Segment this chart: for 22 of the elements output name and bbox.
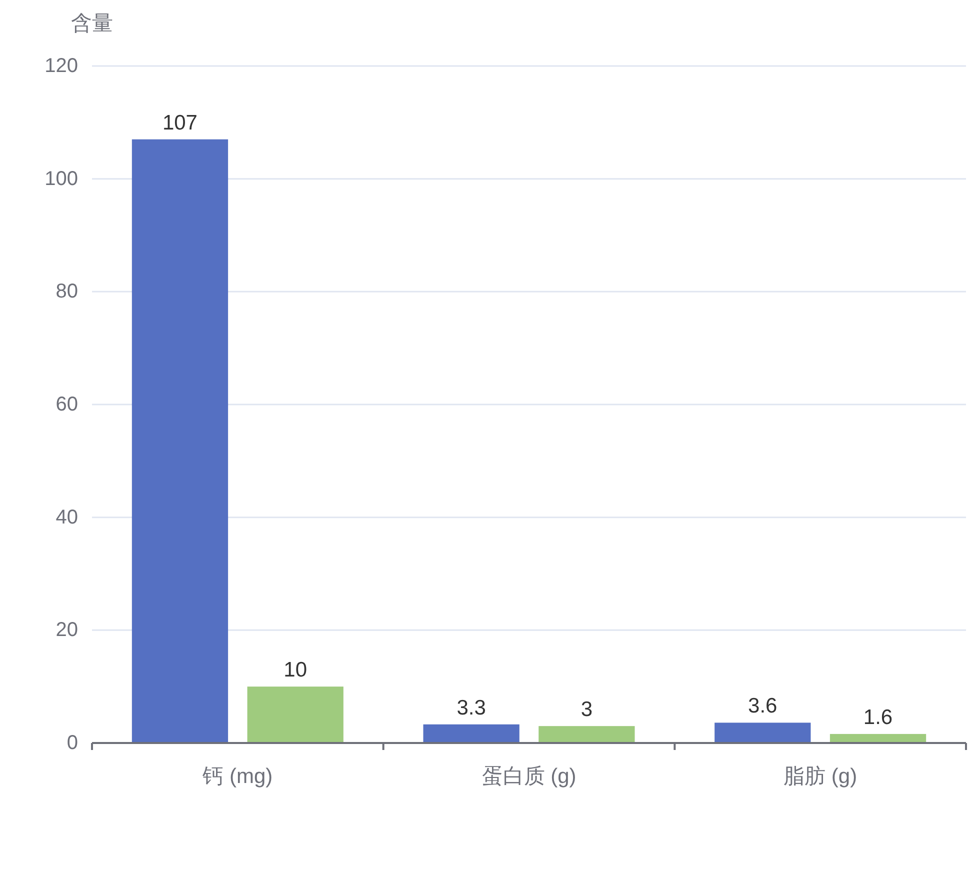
x-tick-label: 脂肪 (g) <box>784 765 858 788</box>
y-tick-label: 0 <box>66 732 78 754</box>
data-label: 10 <box>284 658 308 682</box>
x-tick-label: 蛋白质 (g) <box>482 765 576 788</box>
data-label: 107 <box>162 111 198 134</box>
y-tick-label: 120 <box>44 55 78 77</box>
x-tick-label: 钙 (mg) <box>202 765 273 788</box>
bar <box>132 139 228 743</box>
data-label: 3.6 <box>748 694 778 718</box>
bar <box>714 722 811 743</box>
data-label: 1.6 <box>863 706 893 729</box>
bar <box>538 726 635 743</box>
y-tick-label: 20 <box>56 619 78 642</box>
y-tick-label: 80 <box>56 280 78 303</box>
y-axis-title: 含量 <box>71 12 113 35</box>
data-label: 3 <box>580 698 593 722</box>
bar <box>423 724 520 743</box>
data-label: 3.3 <box>456 696 486 720</box>
bar <box>247 686 344 743</box>
y-tick-label: 60 <box>56 394 78 416</box>
y-tick-label: 40 <box>56 506 78 528</box>
y-tick-label: 100 <box>44 168 78 190</box>
